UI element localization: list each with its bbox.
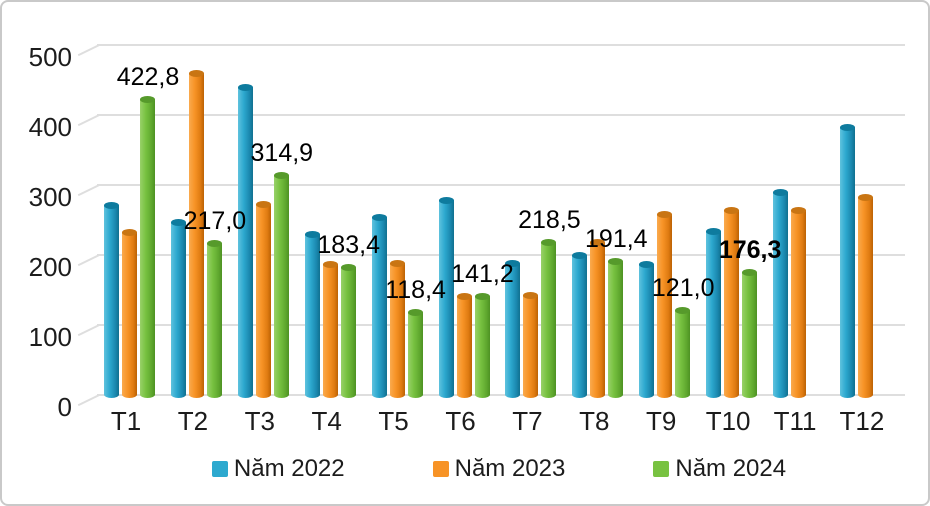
legend-swatch-nam-2023 <box>432 461 449 477</box>
bar-t1-0 <box>104 202 119 398</box>
x-axis-tick-t5: T5 <box>378 406 409 436</box>
y-gridline-diagonal-400 <box>77 113 101 127</box>
bar-t11-0 <box>773 189 788 398</box>
x-axis-tick-t7: T7 <box>512 406 543 436</box>
y-gridline-300 <box>97 184 905 186</box>
y-axis-tick-200: 200 <box>28 252 72 282</box>
legend-item-nam-2023: Năm 2023 <box>432 455 566 483</box>
y-axis-tick-500: 500 <box>28 42 72 72</box>
bar-t12-1 <box>857 193 873 399</box>
data-label-t10: 176,3 <box>718 235 782 264</box>
bar-t4-0 <box>304 231 320 398</box>
bar-t5-0 <box>371 214 387 398</box>
bar-t9-1 <box>657 210 673 399</box>
y-gridline-diagonal-300 <box>77 183 101 197</box>
bar-t2-2 <box>206 240 222 398</box>
legend-swatch-nam-2022 <box>211 461 228 477</box>
y-axis-tick-300: 300 <box>28 182 72 212</box>
y-gridline-100 <box>97 324 905 326</box>
chart-legend: Năm 2022 Năm 2023 Năm 2024 <box>97 452 901 486</box>
y-gridline-diagonal-200 <box>77 253 101 267</box>
x-axis-tick-t10: T10 <box>705 406 751 436</box>
bar-t3-0 <box>237 84 253 398</box>
data-label-t9: 121,0 <box>651 274 715 303</box>
bar-t9-0 <box>639 261 655 398</box>
bar-t6-0 <box>438 196 454 399</box>
y-gridline-0 <box>97 394 905 396</box>
y-axis-tick-400: 400 <box>28 112 72 142</box>
data-label-t1: 422,8 <box>116 63 180 92</box>
bar-t9-2 <box>675 307 691 398</box>
bar-t11-1 <box>791 207 806 398</box>
bar-t5-2 <box>407 309 423 398</box>
y-gridline-400 <box>97 114 905 116</box>
bar-t2-0 <box>170 219 186 398</box>
bar-t8-2 <box>608 258 624 398</box>
y-gridline-diagonal-100 <box>77 323 101 337</box>
bar-t8-0 <box>572 252 588 398</box>
legend-item-nam-2022: Năm 2022 <box>211 455 345 483</box>
x-axis-tick-t6: T6 <box>445 406 476 436</box>
data-label-t8: 191,4 <box>585 225 648 254</box>
bar-t3-2 <box>273 171 289 399</box>
bar-t1-2 <box>140 96 155 398</box>
data-label-t3: 314,9 <box>250 138 314 167</box>
bar-t10-1 <box>724 207 740 398</box>
y-axis-tick-100: 100 <box>28 322 72 352</box>
x-axis-tick-t4: T4 <box>311 406 342 436</box>
legend-swatch-nam-2024 <box>653 461 670 477</box>
y-axis-tick-0: 0 <box>57 392 72 422</box>
bar-t7-1 <box>523 291 539 399</box>
x-axis-tick-t1: T1 <box>110 406 142 436</box>
y-gridline-diagonal-500 <box>77 43 101 57</box>
bar-t7-2 <box>541 239 557 398</box>
x-axis-tick-t12: T12 <box>839 406 885 436</box>
x-axis-tick-t8: T8 <box>579 406 610 436</box>
bar-t8-1 <box>590 239 606 398</box>
legend-item-nam-2024: Năm 2024 <box>653 455 786 483</box>
bar-t6-2 <box>474 293 490 398</box>
bar-t4-1 <box>322 261 338 398</box>
bar-t10-2 <box>742 268 758 399</box>
data-label-t5: 118,4 <box>385 276 446 305</box>
y-gridline-200 <box>97 254 905 256</box>
x-axis-tick-t3: T3 <box>244 406 275 436</box>
bar-t12-0 <box>839 123 855 399</box>
bar-t6-1 <box>456 292 472 399</box>
x-axis-tick-t9: T9 <box>646 406 677 436</box>
data-label-t7: 218,5 <box>518 206 581 235</box>
data-label-t4: 183,4 <box>317 230 380 259</box>
data-label-t6: 141,2 <box>451 260 514 289</box>
bar-t7-0 <box>505 260 521 398</box>
x-axis-tick-t2: T2 <box>177 406 209 436</box>
x-axis-tick-t11: T11 <box>773 406 817 436</box>
legend-label-nam-2022: Năm 2022 <box>233 455 345 482</box>
bar-t4-2 <box>340 263 356 399</box>
bar-t3-1 <box>255 200 271 399</box>
bar-t10-0 <box>706 228 722 398</box>
bar-t1-1 <box>122 228 137 399</box>
bar-t5-1 <box>389 259 405 399</box>
bar-t2-1 <box>188 70 204 398</box>
data-label-t2: 217,0 <box>183 207 247 236</box>
legend-label-nam-2024: Năm 2024 <box>675 455 787 482</box>
y-gridline-500 <box>97 44 905 46</box>
y-gridline-diagonal-0 <box>77 393 101 407</box>
legend-label-nam-2023: Năm 2023 <box>454 455 566 482</box>
